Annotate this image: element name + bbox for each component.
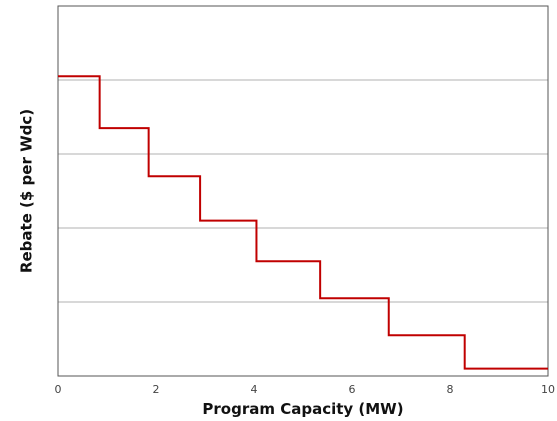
grid-lines bbox=[58, 79, 548, 303]
x-tick-label: 4 bbox=[251, 383, 258, 396]
y-axis-title: Rebate ($ per Wdc) bbox=[18, 109, 36, 273]
x-tick-label: 6 bbox=[349, 383, 356, 396]
x-tick-label: 10 bbox=[541, 383, 555, 396]
series-group bbox=[58, 75, 548, 370]
rebate-step-line bbox=[58, 75, 548, 370]
x-tick-label: 0 bbox=[55, 383, 62, 396]
x-axis-title: Program Capacity (MW) bbox=[202, 400, 403, 418]
x-tick-labels: 0 2 4 6 8 10 bbox=[55, 383, 556, 396]
plot-frame bbox=[57, 5, 549, 377]
x-tick-label: 2 bbox=[153, 383, 160, 396]
x-tick-label: 8 bbox=[447, 383, 454, 396]
